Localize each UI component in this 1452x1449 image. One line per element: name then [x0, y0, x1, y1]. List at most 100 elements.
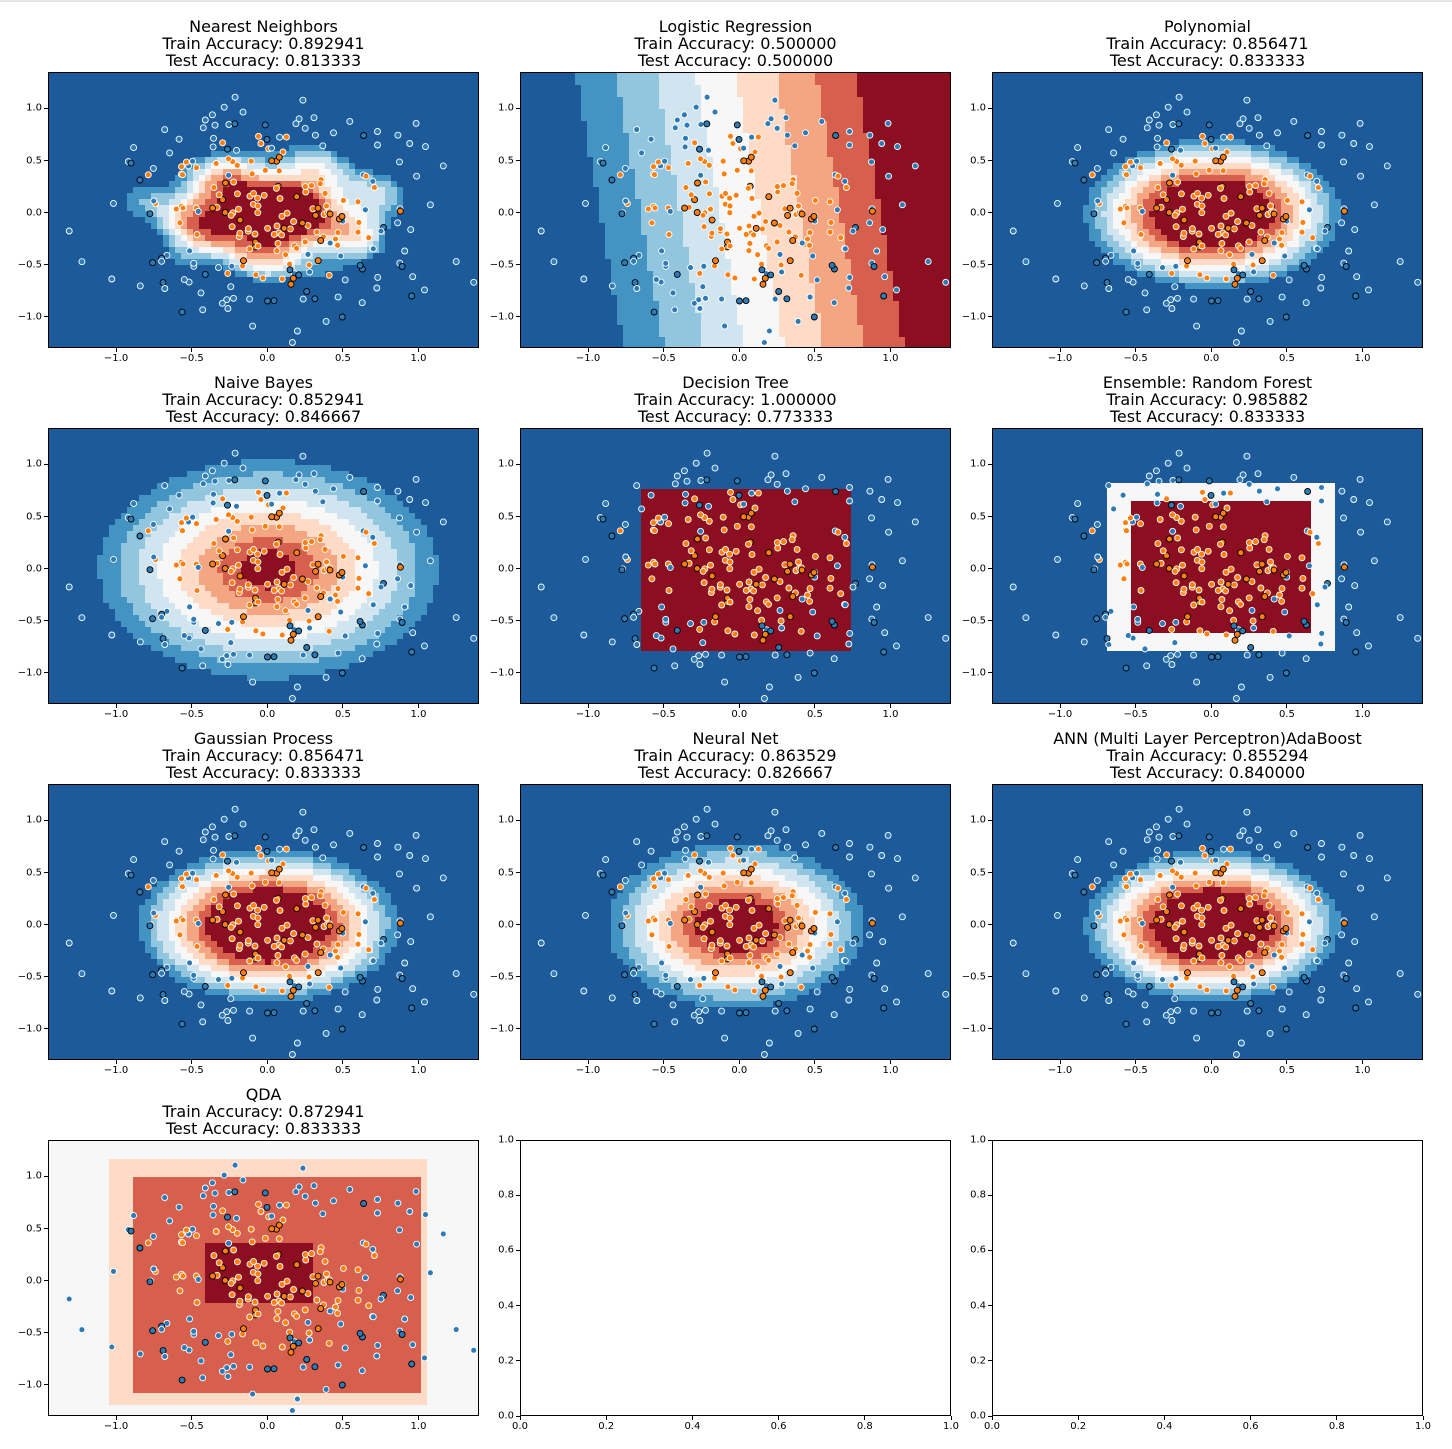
- train-point: [1263, 142, 1271, 150]
- y-tick-label: 0.2: [950, 1355, 986, 1366]
- train-point: [1124, 276, 1132, 284]
- train-point: [249, 1390, 257, 1398]
- plot-area: [48, 784, 479, 1060]
- train-point: [1119, 847, 1127, 855]
- train-point: [219, 139, 227, 147]
- train-point: [1357, 172, 1365, 180]
- train-point: [268, 856, 276, 864]
- train-point: [225, 1223, 232, 1231]
- x-tick-mark: [418, 1060, 419, 1064]
- train-point: [301, 183, 309, 191]
- train-point: [1022, 614, 1030, 622]
- train-point: [1143, 480, 1151, 488]
- y-tick-label: 0.0: [6, 919, 42, 930]
- train-point: [879, 582, 887, 590]
- train-point: [406, 1208, 414, 1215]
- train-point: [1094, 553, 1102, 561]
- train-point: [412, 1187, 420, 1195]
- train-point: [233, 146, 240, 154]
- y-tick-label: 0.6: [478, 1245, 514, 1256]
- train-point: [323, 914, 330, 922]
- test-point: [338, 569, 346, 576]
- train-point: [767, 827, 775, 835]
- test-point: [735, 847, 743, 855]
- x-tick-label: −1.0: [104, 353, 128, 364]
- train-point: [254, 1310, 262, 1318]
- x-tick-mark: [418, 1416, 419, 1420]
- train-point: [247, 513, 255, 521]
- train-point: [249, 678, 257, 686]
- train-point: [898, 201, 906, 209]
- train-point: [273, 603, 281, 611]
- train-point: [1257, 584, 1265, 592]
- test-point: [1166, 179, 1173, 187]
- test-point: [398, 1331, 406, 1338]
- train-point: [580, 987, 588, 995]
- train-point: [1366, 855, 1373, 863]
- train-point: [1269, 627, 1277, 635]
- train-point: [197, 645, 205, 653]
- train-point: [762, 218, 770, 225]
- test-point: [146, 210, 154, 218]
- train-point: [718, 245, 726, 253]
- train-point: [755, 565, 763, 573]
- test-point: [360, 132, 368, 139]
- subplot-10: QDA Train Accuracy: 0.872941 Test Accuracy…: [0, 1080, 491, 1446]
- test-point: [338, 669, 346, 677]
- train-point: [370, 540, 378, 547]
- train-point: [783, 843, 791, 851]
- train-point: [881, 985, 889, 993]
- y-tick-mark: [44, 463, 48, 465]
- train-point: [1232, 1051, 1240, 1058]
- train-point: [726, 906, 734, 914]
- train-point: [374, 273, 382, 281]
- train-point: [306, 268, 314, 276]
- train-point: [866, 487, 874, 495]
- train-point: [842, 184, 850, 191]
- train-point: [1105, 285, 1113, 292]
- train-point: [308, 894, 315, 902]
- test-point: [736, 297, 743, 305]
- train-point: [230, 1006, 237, 1014]
- test-point: [880, 1004, 888, 1012]
- test-point: [1304, 132, 1312, 139]
- train-point: [1217, 934, 1225, 942]
- train-point: [396, 158, 403, 166]
- test-point: [1247, 1000, 1255, 1007]
- train-point: [1230, 225, 1238, 233]
- train-point: [1260, 536, 1268, 544]
- test-point: [326, 1278, 334, 1286]
- train-point: [1252, 182, 1259, 190]
- train-point: [193, 587, 201, 594]
- train-point: [305, 617, 313, 625]
- train-point: [304, 934, 312, 942]
- test-point: [1180, 928, 1188, 936]
- train-point: [1110, 861, 1118, 869]
- train-point: [286, 1328, 294, 1336]
- train-point: [1137, 520, 1144, 528]
- train-point: [370, 1252, 378, 1259]
- train-point: [78, 258, 86, 266]
- train-point: [1366, 499, 1373, 507]
- train-point: [413, 528, 421, 536]
- train-point: [470, 990, 478, 998]
- train-point: [1232, 695, 1240, 702]
- test-point: [1153, 916, 1161, 924]
- train-point: [780, 538, 787, 546]
- train-point: [795, 558, 802, 566]
- train-point: [225, 171, 233, 179]
- x-tick-label: 1.0: [1355, 1065, 1371, 1076]
- train-point: [322, 673, 330, 681]
- train-point: [197, 1357, 205, 1365]
- train-point: [837, 946, 845, 954]
- train-point: [365, 1302, 373, 1310]
- train-point: [227, 639, 235, 647]
- train-point: [292, 476, 300, 484]
- decision-surface: [521, 785, 950, 1059]
- train-point: [1222, 231, 1230, 239]
- train-point: [1159, 264, 1166, 272]
- x-tick-label: 0.0: [512, 1421, 528, 1432]
- test-point: [149, 971, 157, 979]
- train-point: [224, 1337, 232, 1345]
- train-point: [700, 262, 708, 270]
